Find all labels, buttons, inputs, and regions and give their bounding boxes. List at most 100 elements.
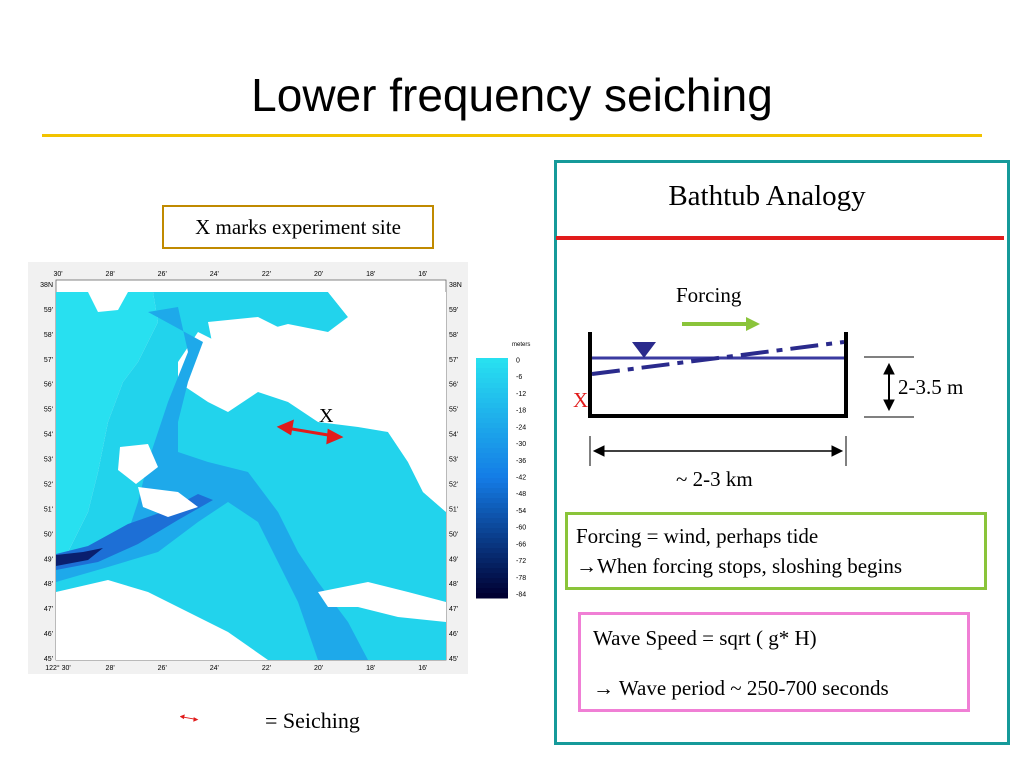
latitude-tick-label: 50': [44, 531, 53, 538]
latitude-tick-label: 58': [44, 332, 53, 339]
latitude-tick-label: 51': [449, 506, 458, 513]
depth-swatch: [476, 513, 508, 519]
latitude-tick-label: 49': [44, 556, 53, 563]
latitude-tick-label: 57': [449, 357, 458, 364]
depth-tick-label: -78: [516, 575, 526, 582]
depth-swatch: [476, 458, 508, 464]
longitude-tick-label: 22': [262, 665, 271, 672]
depth-tick-label: -66: [516, 541, 526, 548]
depth-swatch: [476, 588, 508, 594]
depth-swatch: [476, 593, 508, 599]
depth-tick-label: -36: [516, 458, 526, 465]
latitude-tick-label: 58': [449, 332, 458, 339]
longitude-tick-label: 28': [106, 665, 115, 672]
right-arrow-icon: →: [593, 676, 614, 700]
depth-swatch: [476, 518, 508, 524]
longitude-tick-label: 24': [210, 665, 219, 672]
latitude-tick-label: 59': [449, 307, 458, 314]
latitude-tick-label: 54': [449, 432, 458, 439]
depth-tick-label: -24: [516, 424, 526, 431]
latitude-tick-label: 45': [44, 656, 53, 663]
latitude-tick-label: 53': [44, 457, 53, 464]
latitude-tick-label: 56': [44, 382, 53, 389]
depth-swatch: [476, 373, 508, 379]
depth-swatch: [476, 468, 508, 474]
wave-speed-line: Wave Speed = sqrt ( g* H): [593, 626, 817, 650]
latitude-tick-label: 56': [449, 382, 458, 389]
depth-tick-labels: 0 -6 -12 -18 -24 -30 -36 -42 -48 -54 -60 -66 -72 -78 -…: [516, 358, 526, 599]
site-caption-box: X marks experiment site: [162, 205, 434, 249]
latitude-tick-label: 53': [449, 457, 458, 464]
map-site-marker: X: [319, 405, 334, 427]
depth-swatch: [476, 408, 508, 414]
analogy-panel: [554, 160, 1010, 745]
tilted-water-line: [591, 340, 845, 376]
depth-label: 2-3.5 m: [898, 375, 963, 399]
depth-tick-label: -54: [516, 508, 526, 515]
depth-tick-label: -6: [516, 374, 522, 381]
forcing-note-box: Forcing = wind, perhaps tide →When forci…: [565, 512, 987, 590]
forcing-note-line2: When forcing stops, sloshing begins: [597, 554, 903, 578]
length-dimension: [589, 436, 847, 466]
depth-swatch: [476, 508, 508, 514]
depth-tick-label: -30: [516, 441, 526, 448]
wave-note-box: Wave Speed = sqrt ( g* H) → Wave period …: [578, 612, 970, 712]
depth-tick-label: -84: [516, 592, 526, 599]
depth-swatch: [476, 433, 508, 439]
latitude-tick-label: 47': [44, 606, 53, 613]
depth-swatch: [476, 398, 508, 404]
depth-swatch: [476, 453, 508, 459]
depth-tick-label: -72: [516, 558, 526, 565]
depth-swatch: [476, 548, 508, 554]
depth-swatch: [476, 528, 508, 534]
bathymetry-map: X 30' 28' 26' 24' 22' 20' 18' 16' 122° 30' 28' 26…: [28, 262, 468, 674]
latitude-tick-label: 47': [449, 606, 458, 613]
longitude-tick-label: 26': [158, 271, 167, 278]
longitude-tick-label: 30': [53, 271, 62, 278]
latitude-tick-label: 48': [44, 581, 53, 588]
longitude-tick-label: 16': [418, 271, 427, 278]
tub-site-marker: X: [573, 388, 588, 412]
depth-swatch: [476, 368, 508, 374]
depth-swatch: [476, 383, 508, 389]
longitude-tick-label: 24': [210, 271, 219, 278]
longitude-ticks-top: 30' 28' 26' 24' 22' 20' 18' 16': [53, 271, 427, 278]
depth-tick-label: -60: [516, 525, 526, 532]
depth-swatch: [476, 363, 508, 369]
latitude-tick-label: 55': [44, 407, 53, 414]
latitude-tick-label: 49': [449, 556, 458, 563]
wave-period-line: Wave period ~ 250-700 seconds: [618, 676, 889, 700]
latitude-tick-label: 54': [44, 432, 53, 439]
latitude-tick-label: 55': [449, 407, 458, 414]
depth-swatch: [476, 533, 508, 539]
latitude-tick-label: 38N: [40, 282, 53, 289]
depth-swatch: [476, 428, 508, 434]
map-seiching-arrow: [276, 419, 344, 445]
latitude-tick-label: 52': [44, 481, 53, 488]
depth-tick-label: -42: [516, 475, 526, 482]
latitude-tick-label: 46': [449, 631, 458, 638]
depth-swatch: [476, 358, 508, 364]
depth-tick-label: -48: [516, 491, 526, 498]
longitude-tick-label: 20': [314, 665, 323, 672]
length-label: ~ 2-3 km: [676, 467, 753, 491]
latitude-ticks-left: 38N 59' 58' 57' 56' 55' 54' 53' 52' 51' 50' 49' 48' 4…: [40, 282, 53, 663]
depth-swatch: [476, 418, 508, 424]
analogy-title: Bathtub Analogy: [668, 180, 866, 212]
forcing-arrow: [682, 317, 760, 331]
seiching-legend-arrow: [180, 714, 199, 722]
depth-swatch: [476, 578, 508, 584]
depth-color-swatches: [476, 358, 508, 599]
depth-tick-label: 0: [516, 358, 520, 365]
depth-colorbar: meters 0 -6 -12 -18 -24 -30 -36 -42 -48 -54 -60 -66…: [476, 342, 530, 599]
depth-swatch: [476, 573, 508, 579]
depth-tick-label: -12: [516, 391, 526, 398]
depth-swatch: [476, 443, 508, 449]
depth-swatch: [476, 438, 508, 444]
title-divider: [42, 134, 982, 137]
depth-swatch: [476, 488, 508, 494]
water-level-marker-icon: [632, 342, 656, 358]
longitude-tick-label: 18': [366, 271, 375, 278]
depth-swatch: [476, 448, 508, 454]
depth-swatch: [476, 463, 508, 469]
